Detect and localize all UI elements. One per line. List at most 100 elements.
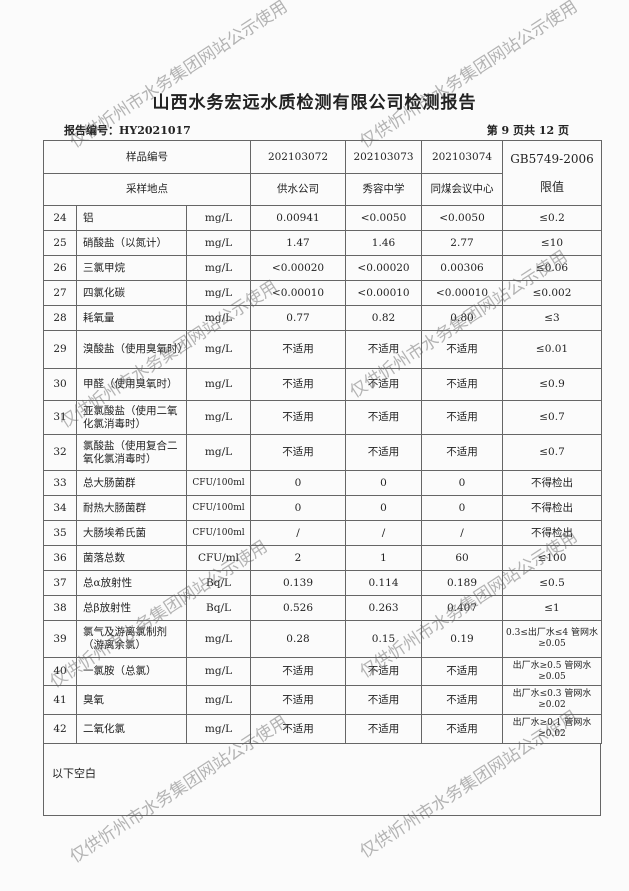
- item-unit: CFU/100ml: [186, 495, 251, 521]
- item-number: 31: [43, 400, 77, 435]
- limit-value: ≤100: [502, 545, 602, 571]
- item-number: 33: [43, 470, 77, 496]
- item-number: 35: [43, 520, 77, 546]
- limit-value: 出厂水≥0.5 管网水≥0.05: [502, 657, 602, 686]
- result-value: 不适用: [250, 657, 346, 686]
- limit-value: ≤0.7: [502, 400, 602, 435]
- item-name: 甲醛（使用臭氧时）: [76, 368, 187, 401]
- result-value: 不适用: [345, 657, 422, 686]
- result-value: 不适用: [421, 657, 503, 686]
- result-value: 不适用: [250, 685, 346, 715]
- result-value: 0.263: [345, 595, 422, 621]
- result-value: 0.15: [345, 620, 422, 658]
- item-unit: Bq/L: [186, 570, 251, 596]
- remark-text: 以下空白: [52, 767, 96, 780]
- table-row: 41 臭氧 mg/L 不适用 不适用 不适用 出厂水≤0.3 管网水≥0.02: [43, 685, 602, 715]
- table-row: 34 耐热大肠菌群 CFU/100ml 0 0 0 不得检出: [43, 495, 602, 521]
- item-number: 30: [43, 368, 77, 401]
- result-value: 0.00941: [250, 205, 346, 231]
- sample-site: 供水公司: [250, 173, 346, 206]
- result-value: 0.77: [250, 305, 346, 331]
- result-value: <0.00010: [421, 280, 503, 306]
- limit-value: 出厂水≥0.1 管网水≥0.02: [502, 714, 602, 744]
- item-unit: mg/L: [186, 255, 251, 281]
- table-row: 37 总α放射性 Bq/L 0.139 0.114 0.189 ≤0.5: [43, 570, 602, 596]
- result-value: 不适用: [250, 434, 346, 471]
- item-unit: mg/L: [186, 368, 251, 401]
- result-value: 0: [250, 495, 346, 521]
- result-value: /: [250, 520, 346, 546]
- item-name: 亚氯酸盐（使用二氧化氯消毒时）: [76, 400, 187, 435]
- result-value: 0.28: [250, 620, 346, 658]
- result-value: 不适用: [345, 330, 422, 369]
- item-number: 34: [43, 495, 77, 521]
- item-unit: mg/L: [186, 400, 251, 435]
- result-value: 1.46: [345, 230, 422, 256]
- item-unit: mg/L: [186, 714, 251, 744]
- result-value: 0.526: [250, 595, 346, 621]
- table-row: 42 二氧化氯 mg/L 不适用 不适用 不适用 出厂水≥0.1 管网水≥0.02: [43, 714, 602, 744]
- result-value: 0.114: [345, 570, 422, 596]
- report-number: 报告编号：HY2021017: [64, 124, 191, 137]
- limit-value: ≤10: [502, 230, 602, 256]
- page-info: 第 9 页共 12 页: [486, 124, 569, 137]
- result-value: 0.189: [421, 570, 503, 596]
- item-number: 29: [43, 330, 77, 369]
- table-row: 40 一氯胺（总氯） mg/L 不适用 不适用 不适用 出厂水≥0.5 管网水≥0.05: [43, 657, 602, 686]
- result-value: /: [345, 520, 422, 546]
- result-value: 0.19: [421, 620, 503, 658]
- item-unit: mg/L: [186, 305, 251, 331]
- item-unit: mg/L: [186, 657, 251, 686]
- item-number: 25: [43, 230, 77, 256]
- result-value: 0: [345, 495, 422, 521]
- table-row: 31 亚氯酸盐（使用二氧化氯消毒时） mg/L 不适用 不适用 不适用 ≤0.7: [43, 400, 602, 435]
- result-value: 2: [250, 545, 346, 571]
- remark-box: 以下空白: [43, 743, 601, 816]
- result-value: 不适用: [345, 400, 422, 435]
- item-name: 大肠埃希氏菌: [76, 520, 187, 546]
- item-unit: mg/L: [186, 230, 251, 256]
- result-value: 0.00306: [421, 255, 503, 281]
- item-number: 32: [43, 434, 77, 471]
- item-name: 氯气及游离氯制剂（游离余氯）: [76, 620, 187, 658]
- limit-value: ≤3: [502, 305, 602, 331]
- result-value: 不适用: [250, 714, 346, 744]
- result-value: 2.77: [421, 230, 503, 256]
- result-value: 不适用: [421, 330, 503, 369]
- result-value: 不适用: [421, 368, 503, 401]
- result-value: 不适用: [250, 368, 346, 401]
- limit-value: ≤1: [502, 595, 602, 621]
- item-number: 28: [43, 305, 77, 331]
- item-name: 总β放射性: [76, 595, 187, 621]
- limit-value: 不得检出: [502, 470, 602, 496]
- item-number: 41: [43, 685, 77, 715]
- item-unit: mg/L: [186, 620, 251, 658]
- item-name: 总大肠菌群: [76, 470, 187, 496]
- result-value: <0.00010: [345, 280, 422, 306]
- limit-value: ≤0.9: [502, 368, 602, 401]
- limit-value: ≤0.2: [502, 205, 602, 231]
- sample-no-label: 样品编号: [43, 140, 251, 174]
- item-name: 硝酸盐（以氮计）: [76, 230, 187, 256]
- item-unit: mg/L: [186, 205, 251, 231]
- result-value: 不适用: [345, 434, 422, 471]
- item-name: 菌落总数: [76, 545, 187, 571]
- result-value: 不适用: [345, 368, 422, 401]
- limit-value: 不得检出: [502, 520, 602, 546]
- item-number: 40: [43, 657, 77, 686]
- result-value: 0.80: [421, 305, 503, 331]
- item-unit: Bq/L: [186, 595, 251, 621]
- result-value: 0: [421, 495, 503, 521]
- table-row: 26 三氯甲烷 mg/L <0.00020 <0.00020 0.00306 ≤0.06: [43, 255, 602, 281]
- item-unit: CFU/ml: [186, 545, 251, 571]
- result-value: 不适用: [250, 400, 346, 435]
- table-row: 30 甲醛（使用臭氧时） mg/L 不适用 不适用 不适用 ≤0.9: [43, 368, 602, 401]
- item-number: 37: [43, 570, 77, 596]
- result-value: 0.407: [421, 595, 503, 621]
- item-name: 四氯化碳: [76, 280, 187, 306]
- item-name: 溴酸盐（使用臭氧时）: [76, 330, 188, 369]
- result-value: 0.139: [250, 570, 346, 596]
- item-name: 氯酸盐（使用复合二氧化氯消毒时）: [76, 434, 187, 471]
- result-value: 不适用: [421, 685, 503, 715]
- report-title: 山西水务宏远水质检测有限公司检测报告: [152, 93, 477, 113]
